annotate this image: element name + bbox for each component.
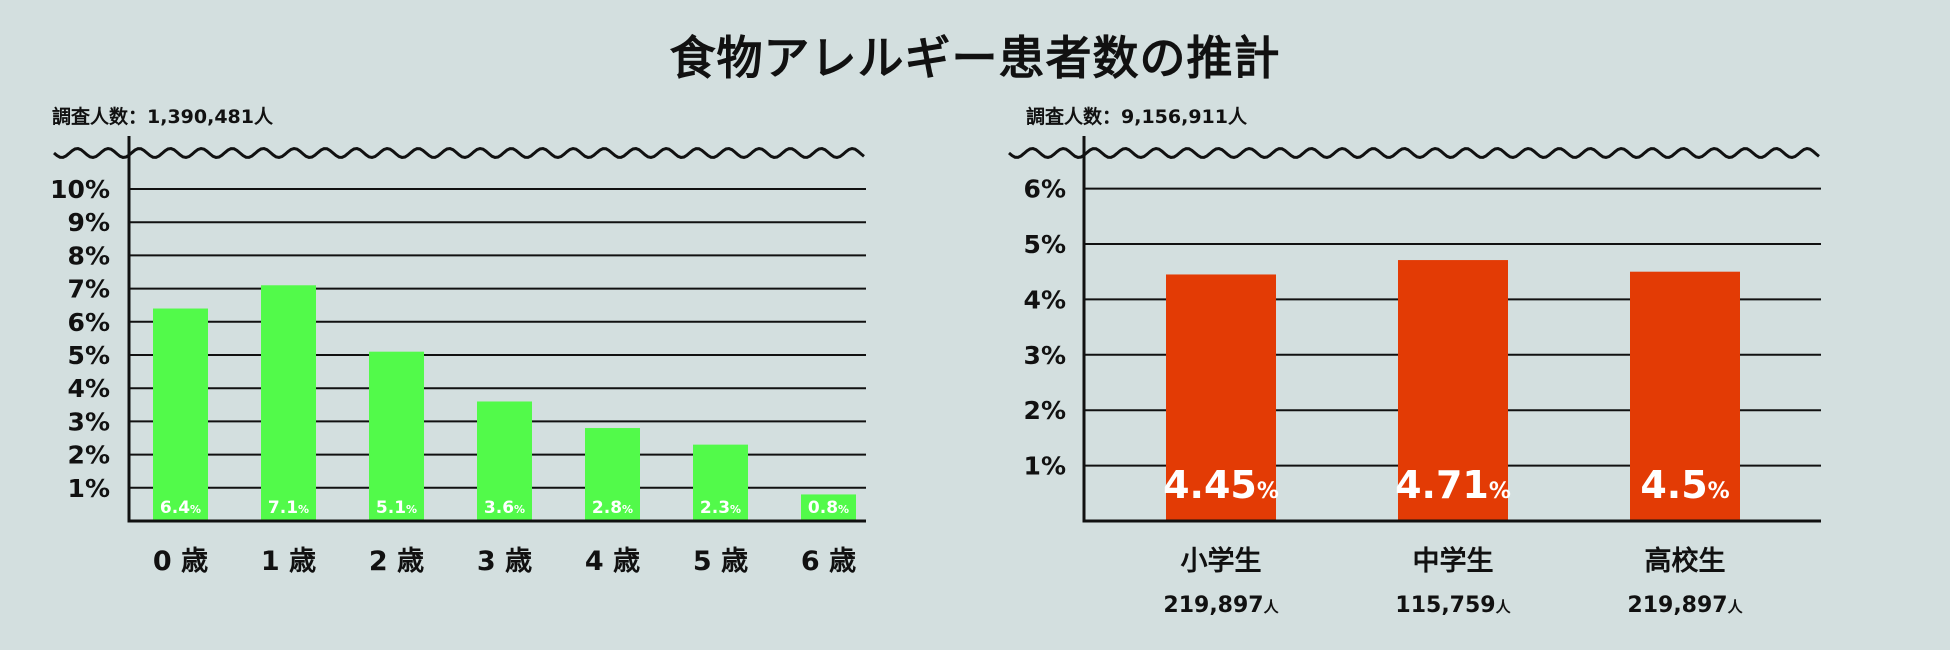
survey-count-label: 調査人数：9,156,911人	[1026, 105, 1248, 128]
bar	[585, 428, 640, 521]
y-tick-label: 2%	[68, 441, 110, 470]
y-tick-label: 4%	[1024, 285, 1066, 314]
y-tick-label: 8%	[68, 241, 110, 270]
bar	[153, 308, 208, 521]
y-tick-label: 6%	[68, 308, 110, 337]
bar	[261, 285, 316, 521]
x-category-label: 4 歳	[585, 546, 640, 577]
bar-value-label: 2.8%	[592, 498, 633, 518]
y-tick-label: 2%	[1024, 396, 1066, 425]
x-category-label: 小学生	[1181, 545, 1262, 577]
y-tick-label: 6%	[1024, 175, 1066, 204]
y-tick-label: 9%	[68, 208, 110, 237]
x-category-count: 219,897人	[1163, 593, 1279, 618]
bar	[693, 444, 748, 521]
bar-value-label: 6.4%	[160, 498, 201, 518]
bar-value-label: 2.3%	[700, 498, 741, 518]
x-category-count: 115,759人	[1395, 593, 1511, 618]
survey-count-label: 調査人数：1,390,481人	[52, 105, 274, 128]
x-category-label: 3 歳	[477, 546, 532, 577]
bar	[801, 494, 856, 521]
y-tick-label: 3%	[1024, 341, 1066, 370]
bar	[477, 401, 532, 521]
x-category-count: 219,897人	[1627, 593, 1743, 618]
bar	[1398, 260, 1508, 521]
bar	[1630, 271, 1740, 521]
x-category-label: 1 歳	[261, 546, 316, 577]
bar-value-label: 7.1%	[268, 498, 309, 518]
y-tick-label: 3%	[68, 407, 110, 436]
x-category-label: 0 歳	[153, 546, 208, 577]
axis-break-wave	[1008, 146, 1820, 160]
bar-value-label: 4.71%	[1395, 463, 1511, 507]
axis-break-wave	[53, 146, 865, 160]
bar-value-label: 3.6%	[484, 498, 525, 518]
page-title: 食物アレルギー患者数の推計	[669, 31, 1281, 85]
x-category-label: 高校生	[1645, 545, 1726, 577]
bar	[369, 351, 424, 521]
y-tick-label: 1%	[68, 474, 110, 503]
y-tick-label: 4%	[68, 374, 110, 403]
y-tick-label: 5%	[68, 341, 110, 370]
chart-panel-2: 調査人数：9,156,911人 1% 2% 3% 4% 5% 6% 4.45% 小学生 219,8…	[1008, 105, 1821, 618]
bar-value-label: 4.5%	[1640, 463, 1729, 507]
y-tick-label: 5%	[1024, 230, 1066, 259]
bar-value-label: 5.1%	[376, 498, 417, 518]
y-tick-label: 1%	[1024, 452, 1066, 481]
x-category-label: 中学生	[1413, 545, 1494, 577]
x-category-label: 6 歳	[801, 546, 856, 577]
x-category-label: 2 歳	[369, 546, 424, 577]
chart-panel-1: 調査人数：1,390,481人 1% 2% 3% 4% 5% 6% 7% 8% 9% 10% 6.4%…	[50, 105, 866, 577]
bar-value-label: 0.8%	[808, 498, 849, 518]
bar	[1166, 274, 1276, 521]
x-category-label: 5 歳	[693, 546, 748, 577]
y-tick-label: 7%	[68, 275, 110, 304]
bar-value-label: 4.45%	[1163, 463, 1279, 507]
y-tick-label: 10%	[50, 175, 110, 204]
